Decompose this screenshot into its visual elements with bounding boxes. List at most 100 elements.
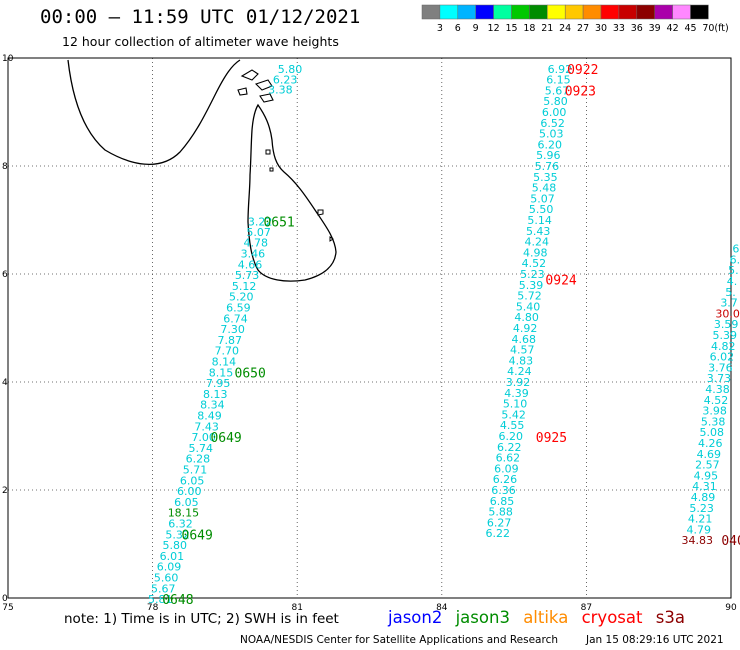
footer: NOAA/NESDIS Center for Satellite Applica… bbox=[240, 634, 724, 646]
map-subtitle: 12 hour collection of altimeter wave hei… bbox=[62, 34, 339, 49]
plot-border bbox=[7, 57, 732, 599]
wave-height-value: 4.26 bbox=[698, 437, 723, 450]
colorbar-label: 42 bbox=[667, 23, 679, 34]
satellite-legend: jason2 jason3 altika cryosat s3a bbox=[388, 608, 693, 627]
coastline bbox=[67, 59, 337, 282]
wave-height-value: 5.10 bbox=[503, 398, 528, 411]
wave-height-value: 6.00 bbox=[542, 106, 567, 119]
colorbar-swatch bbox=[636, 4, 655, 20]
legend-s3a: s3a bbox=[655, 608, 685, 627]
wave-height-value: 6.09 bbox=[494, 462, 519, 475]
wave-height-value: 4.82 bbox=[711, 340, 736, 353]
wave-height-value: 5.39 bbox=[712, 329, 737, 342]
colorbar-swatch bbox=[654, 4, 673, 20]
wave-height-value: 8.15 bbox=[209, 366, 234, 379]
wave-height-value: 4.95 bbox=[694, 469, 719, 482]
wave-height-value: 6.28 bbox=[186, 453, 211, 466]
colorbar-swatch bbox=[582, 4, 602, 20]
wave-height-value: 6.26 bbox=[493, 473, 518, 486]
pass-time-label: 0923 bbox=[565, 84, 596, 99]
wave-height-value: 6.09 bbox=[157, 561, 182, 574]
wave-height-value: 4.57 bbox=[510, 344, 535, 357]
axes-frame bbox=[7, 57, 732, 599]
wave-height-value: 6.36 bbox=[491, 484, 516, 497]
colorbar-label: 30 bbox=[595, 23, 607, 34]
wave-height-value: 4.21 bbox=[688, 513, 713, 526]
wave-height-value: 5.72 bbox=[517, 290, 542, 303]
wave-height-value: 5.80 bbox=[278, 63, 303, 76]
wave-height-value: 5.07 bbox=[246, 226, 271, 239]
y-tick-label: 6 bbox=[2, 270, 8, 280]
wave-height-value: 5.81 bbox=[148, 593, 173, 606]
wave-height-value: 6.32 bbox=[168, 517, 193, 530]
tick-labels: 75 78 81 84 87 90 0 2 4 6 8 10 bbox=[2, 54, 737, 613]
colorbar-label: 9 bbox=[473, 23, 479, 34]
colorbar-swatch bbox=[439, 4, 459, 20]
colorbar-swatch bbox=[457, 4, 476, 20]
wave-height-value: 18.15 bbox=[168, 507, 200, 520]
wave-height-value: 3.46 bbox=[241, 247, 266, 260]
wave-height-value: 6.23 bbox=[273, 74, 298, 87]
colorbar-label: 36 bbox=[631, 23, 643, 34]
pass-time-label: 0649 bbox=[210, 431, 241, 446]
sri-lanka-coastline bbox=[247, 103, 337, 282]
wave-height-value: 4.24 bbox=[507, 365, 532, 378]
wave-height-value: 5.38 bbox=[701, 415, 726, 428]
wave-height-value: 6.52 bbox=[540, 117, 565, 130]
colorbar-label: 15 bbox=[505, 23, 517, 34]
colorbar-swatch bbox=[600, 4, 620, 20]
wave-height-value: 3.7 bbox=[720, 297, 738, 310]
pass-time-label: 0922 bbox=[567, 63, 598, 78]
wave-height-value: 5.80 bbox=[543, 95, 568, 108]
wave-height-value: 6.00 bbox=[177, 485, 202, 498]
y-tick-label: 8 bbox=[2, 162, 8, 172]
wave-height-value: 5.14 bbox=[527, 214, 552, 227]
wave-height-value: 4.92 bbox=[513, 322, 538, 335]
wave-height-value: 5.32 bbox=[165, 528, 190, 541]
wave-height-value: 5.71 bbox=[183, 463, 208, 476]
pass-time-label: 0651 bbox=[263, 216, 294, 231]
colorbar-swatch bbox=[421, 4, 441, 20]
wave-height-value: 5.42 bbox=[501, 408, 526, 421]
wave-height-value: 7.87 bbox=[217, 334, 242, 347]
wave-height-value: 5.50 bbox=[529, 203, 554, 216]
wave-height-value: 6.01 bbox=[160, 550, 185, 563]
colorbar-swatch bbox=[564, 4, 584, 20]
wave-height-value: 5. bbox=[725, 286, 736, 299]
wave-height-value: 8.14 bbox=[212, 355, 237, 368]
colorbar-label: 70 bbox=[702, 23, 714, 34]
wave-height-value: 2.57 bbox=[695, 459, 720, 472]
colorbar-swatch bbox=[475, 4, 494, 20]
wave-height-value: 4.83 bbox=[509, 354, 534, 367]
wave-height-value: 4.69 bbox=[697, 448, 722, 461]
wave-height-value: 5.03 bbox=[539, 128, 564, 141]
wave-height-value: 4.39 bbox=[504, 387, 529, 400]
wave-height-value: 7.95 bbox=[206, 377, 231, 390]
wave-height-value: 5.80 bbox=[163, 539, 188, 552]
wave-height-value: 6.20 bbox=[538, 138, 563, 151]
wave-height-value: 6. bbox=[730, 253, 740, 266]
colorbar-label: 45 bbox=[684, 23, 696, 34]
wave-height-value: 5.35 bbox=[533, 171, 558, 184]
colorbar-label: 3 bbox=[437, 23, 443, 34]
x-tick-label: 84 bbox=[436, 603, 448, 613]
map-title: 00:00 – 11:59 UTC 01/12/2021 bbox=[40, 6, 361, 28]
wave-height-value: 5.23 bbox=[520, 268, 545, 281]
wave-height-value: 6.15 bbox=[546, 74, 571, 87]
colorbar-label: 39 bbox=[649, 23, 661, 34]
wave-height-value: 4.98 bbox=[523, 246, 548, 259]
pass-time-label: 0924 bbox=[545, 273, 576, 288]
gridlines bbox=[8, 58, 731, 598]
wave-height-value: 8.13 bbox=[203, 388, 228, 401]
colorbar-swatch bbox=[672, 4, 691, 20]
wave-height-value: 4.68 bbox=[511, 333, 536, 346]
wave-height-value: 4.78 bbox=[243, 237, 268, 250]
wave-height-value: 5.67 bbox=[151, 582, 176, 595]
wave-height-value: 4.80 bbox=[514, 311, 539, 324]
y-tick-label: 0 bbox=[2, 594, 8, 604]
pass-time-label: 0648 bbox=[162, 593, 193, 608]
wave-height-value: 4.79 bbox=[686, 523, 711, 536]
colorbar-unit: (ft) bbox=[714, 23, 728, 34]
y-tick-label: 10 bbox=[2, 54, 14, 64]
